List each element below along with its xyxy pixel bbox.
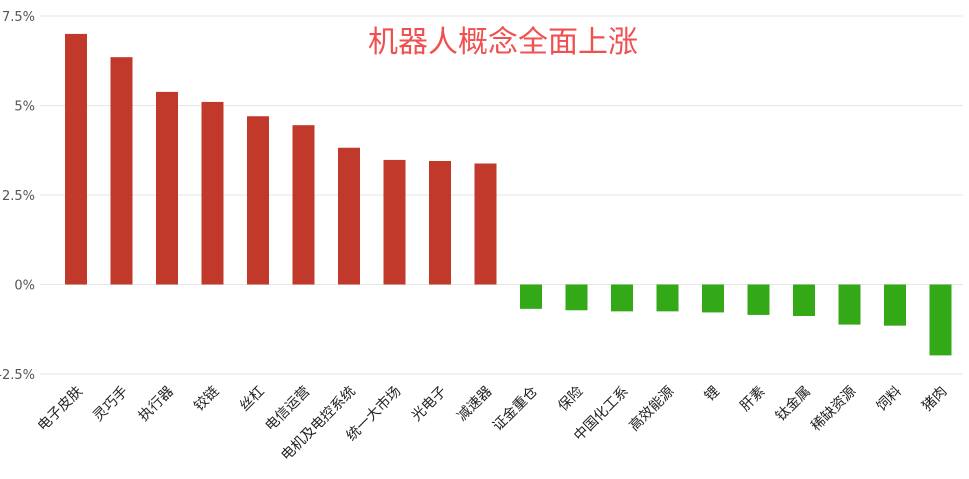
y-tick-label: -2.5%: [0, 368, 35, 383]
bar: [156, 91, 178, 285]
x-category-label: 稀缺资源: [808, 384, 859, 435]
x-category-label: 钛金属: [773, 384, 814, 425]
bar: [702, 284, 724, 313]
bars: [65, 33, 952, 356]
bar: [565, 284, 588, 311]
bar: [338, 147, 360, 285]
x-category-label: 铰链: [191, 384, 222, 415]
y-tick-label: 2.5%: [2, 189, 35, 204]
bar: [929, 284, 952, 356]
bar: [110, 57, 133, 285]
bar: [474, 163, 497, 285]
bar: [247, 116, 269, 285]
bar: [520, 284, 542, 309]
bar: [838, 284, 861, 325]
bar: [793, 284, 815, 317]
y-tick-label: 5%: [14, 100, 35, 115]
x-category-label: 锂: [702, 384, 723, 405]
x-category-label: 高效能源: [626, 383, 678, 435]
y-tick-label: 0%: [14, 279, 35, 294]
x-category-label: 肝素: [737, 384, 768, 415]
x-category-label: 猪肉: [919, 384, 950, 415]
bar: [884, 284, 906, 326]
bar: [656, 284, 679, 312]
bar: [747, 284, 770, 315]
chart-title: 机器人概念全面上涨: [368, 25, 638, 60]
x-category-label: 证金重仓: [490, 384, 541, 435]
bar: [201, 101, 224, 285]
bar: [429, 160, 451, 285]
bar: [611, 284, 633, 312]
y-axis-ticks: 7.5% 5% 2.5% 0% -2.5%: [0, 10, 35, 383]
bar: [65, 33, 87, 285]
x-category-label: 减速器: [454, 384, 495, 425]
x-category-label: 灵巧手: [90, 384, 131, 425]
bar: [383, 159, 406, 285]
y-tick-label: 7.5%: [2, 10, 35, 25]
x-category-label: 饲料: [874, 384, 905, 415]
x-category-label: 执行器: [136, 384, 177, 425]
bar: [292, 125, 315, 285]
grid-lines: [40, 15, 963, 375]
x-category-label: 丝杠: [237, 384, 268, 415]
x-category-label: 保险: [555, 384, 586, 415]
x-category-label: 电子皮肤: [35, 384, 86, 435]
x-category-label: 光电子: [409, 384, 450, 425]
